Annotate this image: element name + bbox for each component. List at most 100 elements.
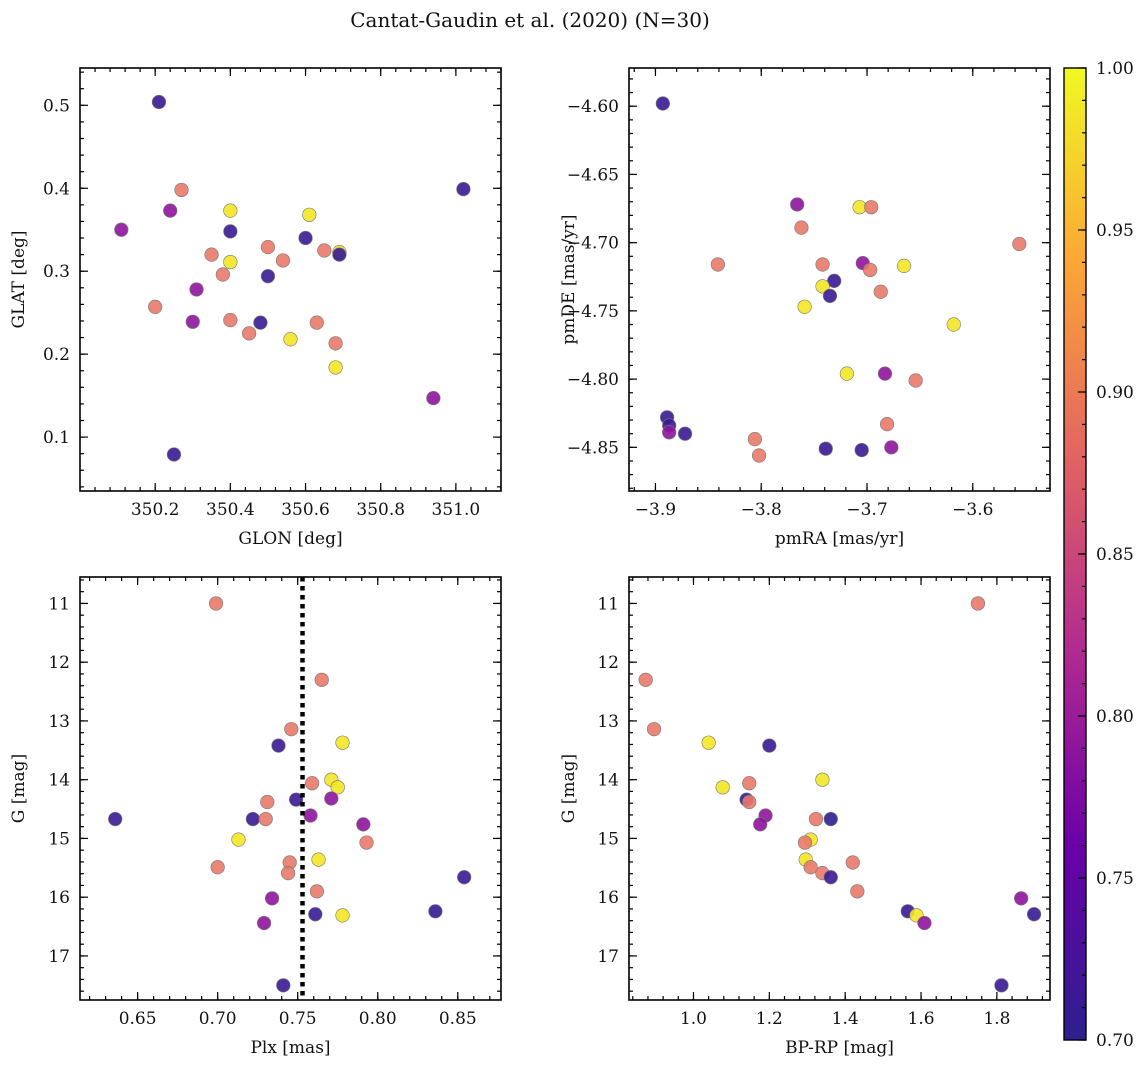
data-point	[163, 203, 178, 218]
data-point	[797, 299, 812, 314]
data-point	[790, 197, 805, 212]
data-point	[896, 258, 912, 273]
colorbar: 0.70 0.75 0.80 0.85 0.90 0.95 1.00	[1063, 59, 1134, 1051]
y-tick-label: 15	[48, 829, 70, 849]
data-point	[655, 96, 670, 111]
data-point	[854, 442, 869, 458]
data-point	[1012, 236, 1027, 252]
data-point	[994, 978, 1009, 993]
x-tick-label: 0.65	[119, 1009, 157, 1029]
data-point	[210, 860, 225, 875]
colorbar-tick-label: 0.70	[1096, 1031, 1134, 1051]
data-point	[877, 366, 893, 381]
data-point	[108, 811, 123, 827]
data-point	[311, 852, 326, 867]
y-tick-label: 11	[48, 594, 70, 614]
x-tick-label: 350.4	[206, 500, 255, 520]
x-tick-label: 0.70	[199, 1009, 237, 1029]
data-point	[253, 315, 268, 330]
data-point	[204, 247, 219, 262]
x-tick-label: −3.9	[635, 500, 676, 520]
data-point	[264, 891, 280, 906]
y-tick-label: −4.85	[567, 438, 619, 458]
data-point	[271, 738, 286, 753]
x-tick-label: 1.0	[680, 1009, 707, 1029]
data-point	[258, 811, 273, 827]
x-tick-label: −3.6	[952, 500, 993, 520]
data-point	[309, 315, 324, 330]
x-tick-label: 0.75	[279, 1009, 317, 1029]
data-point	[803, 860, 818, 875]
x-tick-label: −3.7	[846, 500, 887, 520]
data-point	[864, 200, 879, 215]
data-point	[309, 884, 325, 899]
data-point	[114, 222, 129, 237]
y-tick-label: −4.65	[567, 165, 619, 185]
y-axis-label: G [mag]	[9, 754, 29, 823]
x-tick-label: 1.2	[756, 1009, 783, 1029]
data-point	[242, 326, 257, 341]
axes-frame	[628, 576, 1051, 1001]
data-point	[839, 366, 855, 381]
data-point	[335, 735, 350, 750]
data-point	[335, 908, 350, 923]
data-point	[276, 978, 291, 993]
data-point	[260, 794, 275, 810]
data-point	[231, 832, 246, 847]
y-tick-label: 0.5	[43, 96, 70, 116]
data-point	[426, 391, 441, 406]
data-point	[638, 672, 653, 687]
panel-bprp-g: 1.0 1.2 1.4 1.6 1.8 11 12 13 14 15 16 17 BP-RP [mag]…	[559, 576, 1051, 1058]
data-point	[880, 417, 895, 432]
data-point	[701, 735, 716, 750]
x-tick-label: 1.4	[832, 1009, 859, 1029]
data-point	[946, 317, 961, 332]
data-point	[308, 907, 323, 922]
colorbar-tick-label: 0.80	[1096, 707, 1134, 727]
data-point	[359, 835, 374, 850]
data-point	[850, 884, 865, 899]
data-point	[256, 915, 272, 931]
y-tick-label: 0.2	[43, 345, 70, 365]
axes-frame	[79, 576, 502, 1001]
data-point	[223, 203, 238, 218]
x-tick-label: 351.0	[432, 500, 481, 520]
y-axis-label: G [mag]	[559, 754, 579, 823]
data-point	[794, 220, 809, 235]
x-tick-label: 0.80	[359, 1009, 397, 1029]
data-point	[245, 811, 260, 827]
data-point	[356, 817, 371, 832]
data-point	[305, 776, 320, 791]
data-point	[970, 596, 986, 611]
data-point	[827, 273, 842, 288]
x-tick-label: 350.2	[131, 500, 180, 520]
y-tick-label: 14	[48, 771, 70, 791]
data-point	[873, 284, 888, 299]
y-tick-label: −4.80	[567, 370, 619, 390]
colorbar-tick-label: 0.90	[1096, 383, 1134, 403]
colorbar-tick-label: 0.85	[1096, 545, 1134, 565]
x-tick-label: −3.8	[741, 500, 782, 520]
panel-glon-glat: 350.2 350.4 350.6 350.8 351.0 0.1 0.2 0.3 0.4 0.5…	[9, 67, 502, 549]
data-point	[762, 738, 777, 753]
y-tick-label: −4.70	[567, 234, 619, 254]
data-point	[845, 855, 860, 870]
x-axis-label: BP-RP [mag]	[785, 1038, 894, 1058]
y-tick-label: 17	[48, 947, 70, 967]
y-tick-label: 0.3	[43, 262, 70, 282]
y-tick-label: 0.1	[43, 428, 70, 448]
data-point	[457, 870, 472, 885]
data-point	[260, 269, 276, 284]
data-point	[189, 282, 204, 297]
data-point	[662, 425, 677, 440]
x-tick-label: 350.6	[281, 500, 330, 520]
data-point	[223, 313, 238, 328]
x-axis-label: pmRA [mas/yr]	[775, 529, 904, 549]
data-point	[815, 257, 830, 272]
data-point	[275, 253, 291, 268]
y-tick-label: −4.60	[567, 97, 619, 117]
data-point	[283, 332, 298, 347]
y-tick-label: 16	[48, 888, 70, 908]
data-point	[328, 360, 343, 375]
